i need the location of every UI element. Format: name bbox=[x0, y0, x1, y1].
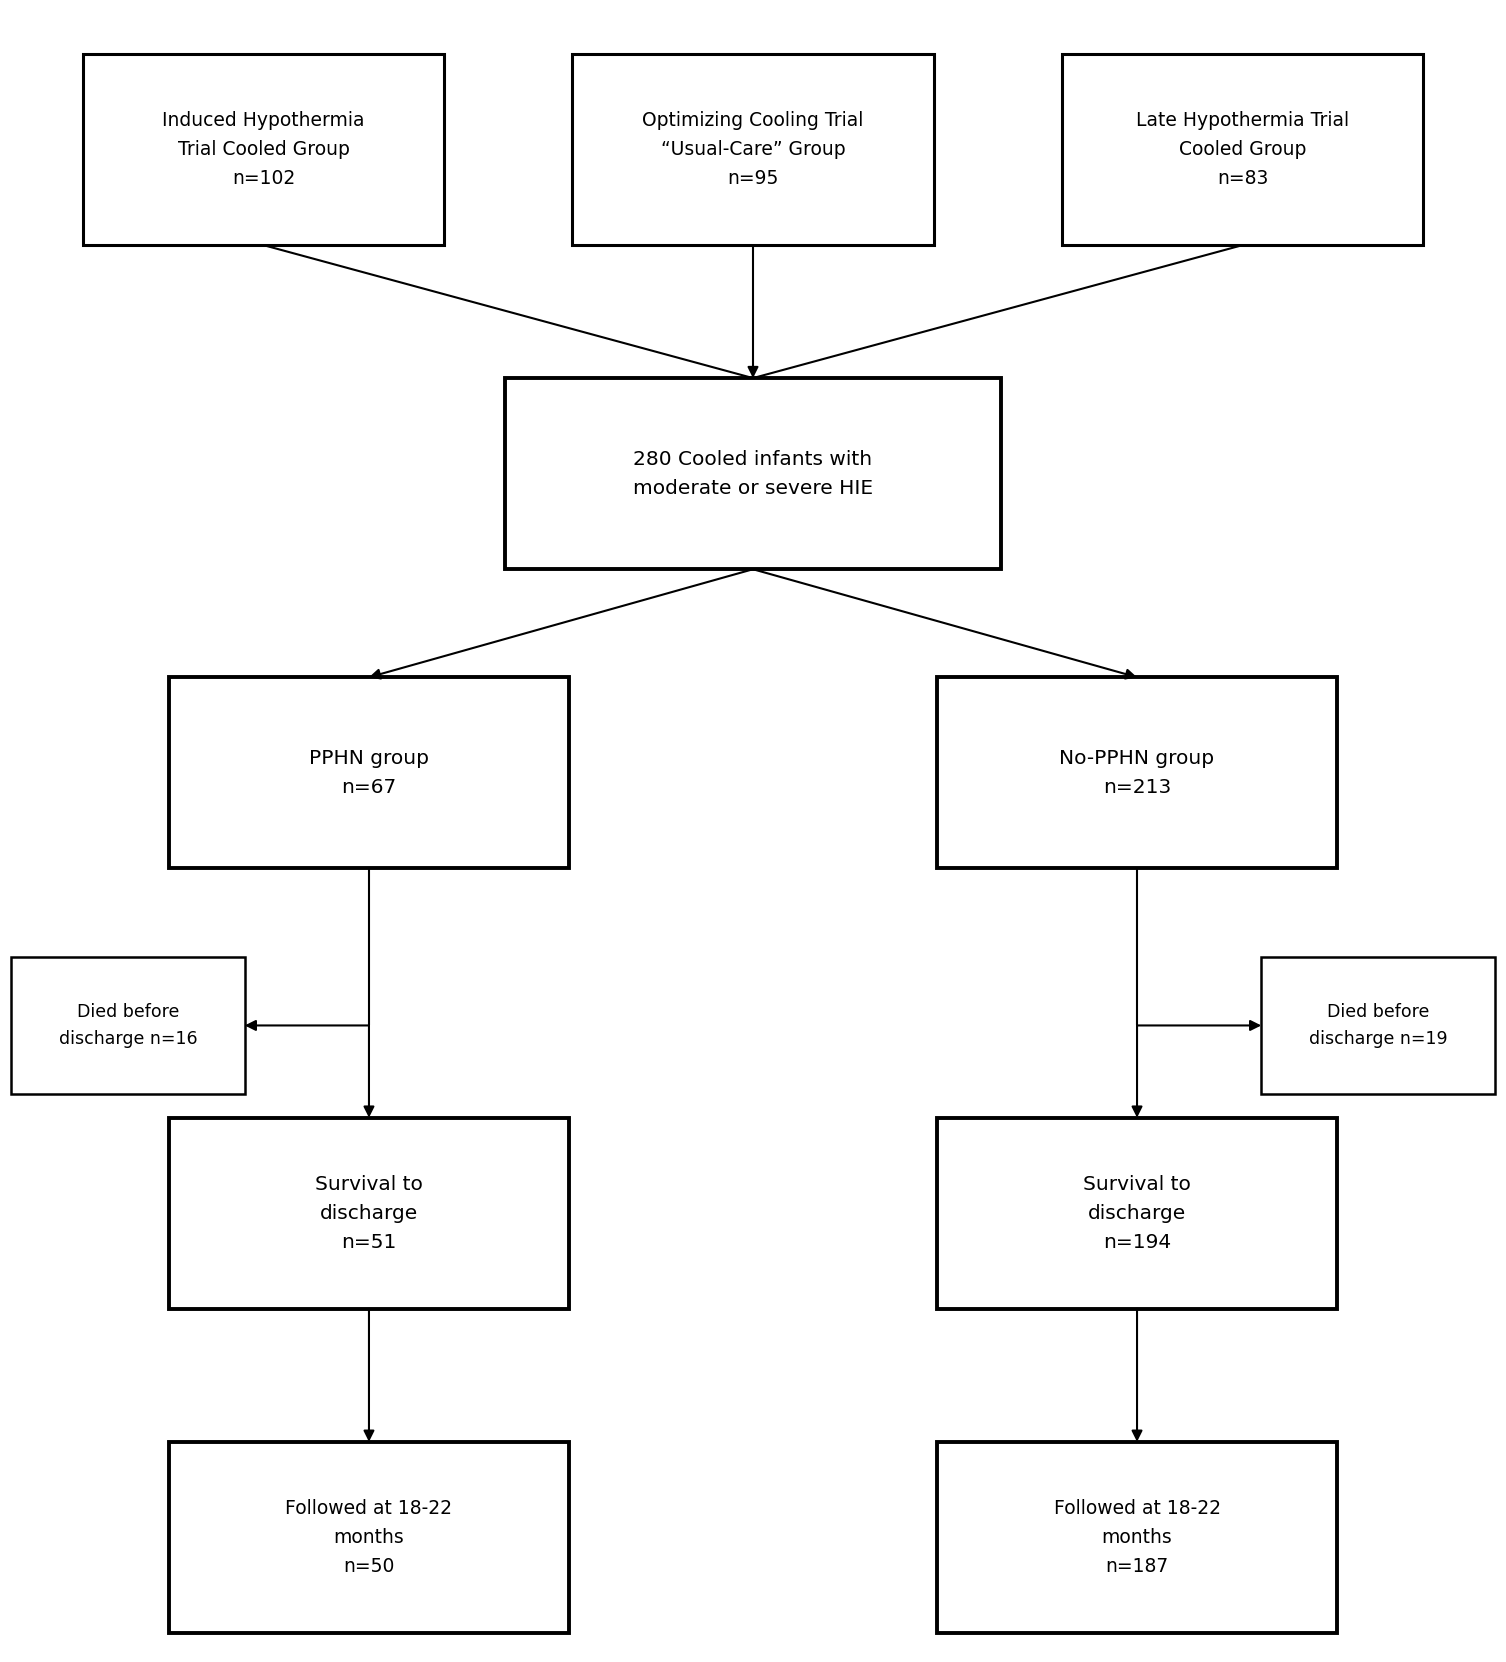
Bar bbox=[937, 678, 1337, 868]
Bar bbox=[572, 53, 934, 244]
Text: Followed at 18-22
months
n=187: Followed at 18-22 months n=187 bbox=[1054, 1499, 1220, 1576]
Text: Induced Hypothermia
Trial Cooled Group
n=102: Induced Hypothermia Trial Cooled Group n… bbox=[163, 111, 364, 188]
Text: Survival to
discharge
n=194: Survival to discharge n=194 bbox=[1083, 1175, 1191, 1251]
Bar bbox=[1062, 53, 1423, 244]
Bar bbox=[12, 957, 244, 1094]
Bar bbox=[83, 53, 444, 244]
Bar bbox=[169, 1441, 568, 1632]
Text: Survival to
discharge
n=51: Survival to discharge n=51 bbox=[315, 1175, 423, 1251]
Text: Died before
discharge n=19: Died before discharge n=19 bbox=[1309, 1002, 1447, 1049]
Text: Optimizing Cooling Trial
“Usual-Care” Group
n=95: Optimizing Cooling Trial “Usual-Care” Gr… bbox=[643, 111, 863, 188]
Bar bbox=[937, 1441, 1337, 1632]
Text: No-PPHN group
n=213: No-PPHN group n=213 bbox=[1059, 750, 1215, 796]
Bar bbox=[1262, 957, 1494, 1094]
Text: Late Hypothermia Trial
Cooled Group
n=83: Late Hypothermia Trial Cooled Group n=83 bbox=[1136, 111, 1349, 188]
Text: Died before
discharge n=16: Died before discharge n=16 bbox=[59, 1002, 197, 1049]
Bar bbox=[169, 678, 568, 868]
Text: PPHN group
n=67: PPHN group n=67 bbox=[309, 750, 429, 796]
Text: Followed at 18-22
months
n=50: Followed at 18-22 months n=50 bbox=[286, 1499, 452, 1576]
Bar bbox=[937, 1117, 1337, 1310]
Bar bbox=[169, 1117, 568, 1310]
Bar bbox=[505, 379, 1001, 568]
Text: 280 Cooled infants with
moderate or severe HIE: 280 Cooled infants with moderate or seve… bbox=[633, 450, 873, 497]
